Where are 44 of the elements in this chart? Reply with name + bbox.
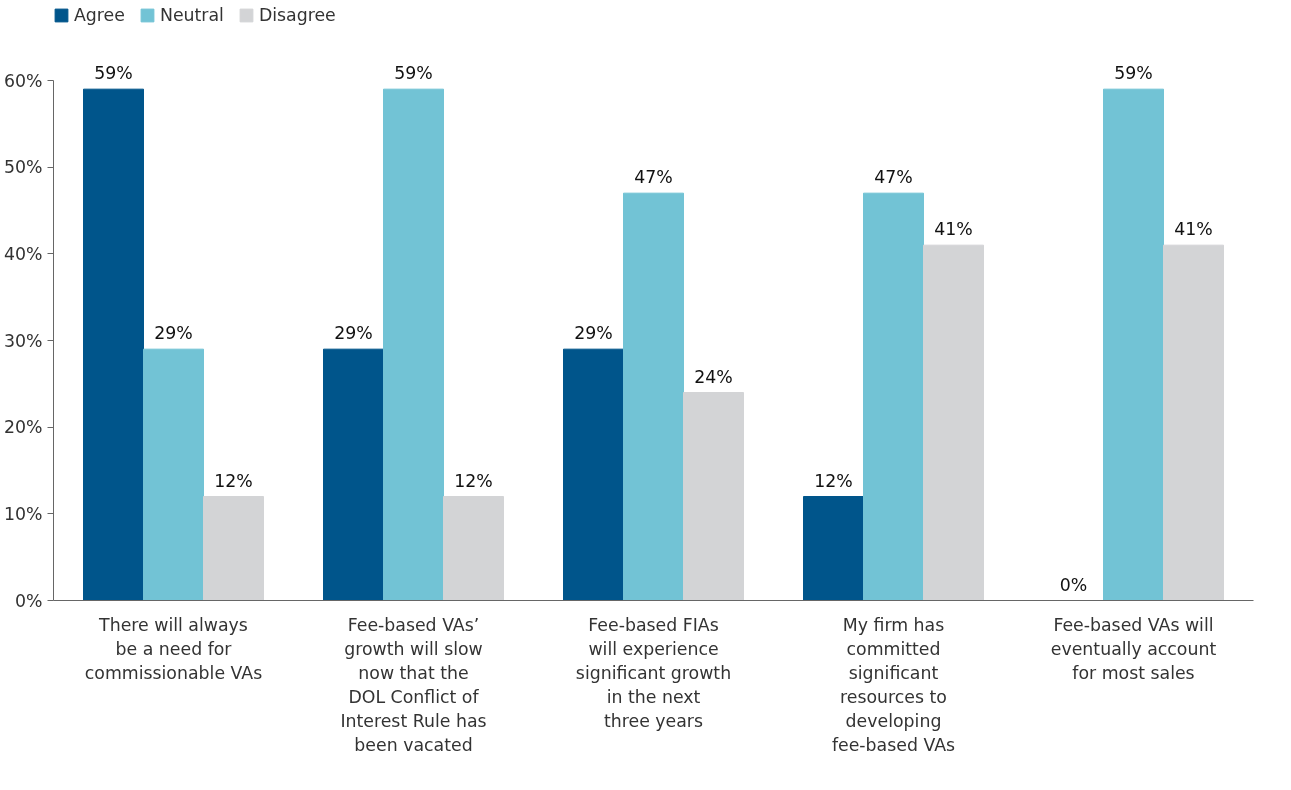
legend-label: Agree: [74, 5, 125, 25]
data-label: 29%: [574, 323, 613, 344]
x-tick-label: There will always be a need for commissionable VAs: [84, 614, 263, 683]
bar: [623, 192, 684, 601]
data-label: 29%: [154, 323, 193, 344]
data-label: 29%: [334, 323, 373, 344]
y-tick-label: 60%: [3, 70, 43, 91]
bar: [383, 88, 444, 601]
bar: [563, 348, 624, 601]
data-label: 12%: [814, 470, 853, 491]
data-label: 47%: [874, 167, 913, 188]
data-label: 41%: [934, 219, 973, 240]
data-label: 0%: [1059, 574, 1088, 595]
x-tick-label: Fee-based VAs’ growth will slow now that the DOL Conflict of Interest Rule has been vacated: [340, 614, 487, 755]
bar: [323, 348, 384, 601]
bar: [1103, 88, 1164, 601]
data-label: 12%: [214, 470, 253, 491]
x-tick-label: My firm has committed significant resources to developing fee-based VAs: [831, 614, 956, 755]
bar: [863, 192, 924, 601]
y-tick-label: 30%: [3, 330, 43, 351]
data-label: 24%: [694, 366, 733, 387]
y-tick-label: 40%: [3, 243, 43, 264]
y-tick-label: 10%: [3, 503, 43, 524]
legend-label: Disagree: [258, 5, 336, 25]
data-label: 12%: [454, 470, 493, 491]
bar: [923, 244, 984, 601]
y-tick-label: 20%: [3, 417, 43, 438]
bar: [143, 348, 204, 601]
y-tick-label: 0%: [15, 590, 43, 611]
data-label: 47%: [634, 167, 673, 188]
x-tick-label: Fee-based FIAs will experience significant growth in the next three years: [575, 614, 732, 731]
bar: [203, 496, 264, 601]
x-tick-label: Fee-based VAs will eventually account for most sales: [1050, 614, 1217, 683]
bar: [683, 392, 744, 601]
data-label: 59%: [1114, 63, 1153, 84]
data-label: 59%: [394, 63, 433, 84]
data-label: 59%: [94, 63, 133, 84]
bar: [1163, 244, 1224, 601]
y-tick-label: 50%: [3, 157, 43, 178]
legend-label: Neutral: [159, 5, 224, 25]
bar: [83, 88, 144, 601]
data-label: 41%: [1174, 219, 1213, 240]
bar: [803, 496, 864, 601]
bar: [443, 496, 504, 601]
